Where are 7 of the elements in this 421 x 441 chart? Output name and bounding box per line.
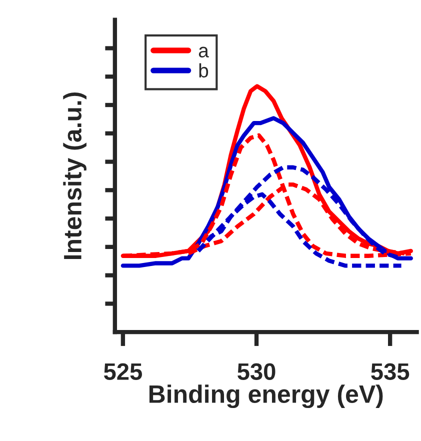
- y-axis-title: Intensity (a.u.): [63, 92, 86, 260]
- x-axis-title: Binding energy (eV): [149, 384, 383, 408]
- x-tick-label: 525: [104, 363, 142, 380]
- x-tick-label: 530: [238, 363, 276, 380]
- x-tick-label: 535: [371, 363, 410, 380]
- legend-label: b: [199, 63, 208, 78]
- legend-label: a: [198, 46, 209, 58]
